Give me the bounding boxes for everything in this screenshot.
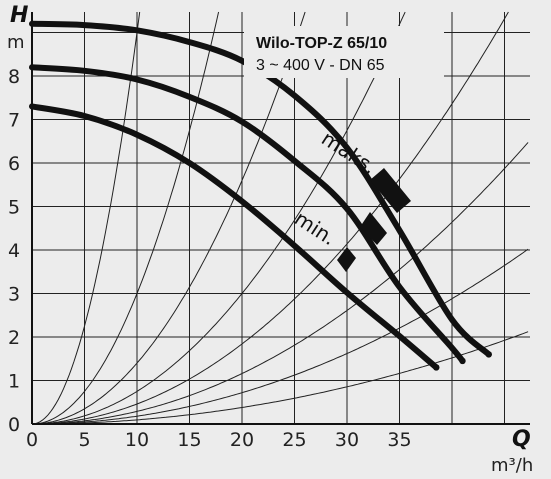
marker-max bbox=[370, 168, 411, 213]
series-end-point-0 bbox=[485, 351, 492, 358]
system-curve bbox=[32, 248, 529, 425]
series-group bbox=[29, 20, 492, 371]
x-axis-unit: m³/h bbox=[491, 455, 533, 476]
y-tick-label: 4 bbox=[8, 240, 20, 262]
system-curve bbox=[32, 11, 509, 425]
rotation-markers bbox=[337, 168, 411, 272]
system-curve bbox=[31, 11, 220, 425]
y-axis-unit: m bbox=[7, 32, 25, 53]
system-curve bbox=[32, 11, 406, 425]
chart-subtitle: 3 ~ 400 V - DN 65 bbox=[256, 57, 385, 74]
series-line-0 bbox=[29, 20, 492, 358]
system-curve bbox=[32, 142, 529, 425]
title-box bbox=[244, 26, 444, 78]
x-tick-label: 20 bbox=[230, 429, 254, 451]
series-line-1 bbox=[29, 64, 466, 364]
x-axis-letter: Q bbox=[512, 427, 531, 452]
y-axis-letter: H bbox=[10, 3, 28, 28]
x-tick-label: 0 bbox=[26, 429, 38, 451]
chart-title: Wilo-TOP-Z 65/10 bbox=[256, 35, 387, 52]
x-tick-label: 35 bbox=[387, 429, 411, 451]
y-tick-label: 6 bbox=[8, 153, 20, 175]
system-curve bbox=[32, 331, 529, 425]
series-end-point-2 bbox=[433, 364, 440, 371]
marker-mid bbox=[360, 212, 387, 245]
grid bbox=[32, 12, 530, 424]
x-tick-label: 30 bbox=[335, 429, 359, 451]
y-tick-label: 0 bbox=[8, 414, 20, 436]
y-tick-label: 7 bbox=[8, 110, 20, 132]
system-curves bbox=[31, 11, 529, 425]
series-line-2 bbox=[29, 103, 440, 371]
y-tick-label: 3 bbox=[8, 284, 20, 306]
series-end-point-1 bbox=[459, 357, 466, 365]
y-tick-label: 5 bbox=[8, 197, 20, 219]
x-tick-label: 15 bbox=[177, 429, 201, 451]
y-tick-label: 1 bbox=[8, 371, 20, 393]
system-curve bbox=[31, 11, 141, 425]
x-tick-label: 5 bbox=[78, 429, 90, 451]
tick-labels: 0 5 10 15 20 25 30 35 0 1 2 3 4 5 6 7 8 bbox=[8, 66, 412, 451]
y-tick-label: 2 bbox=[8, 327, 20, 349]
x-tick-label: 25 bbox=[282, 429, 306, 451]
x-tick-label: 10 bbox=[125, 429, 149, 451]
axes bbox=[31, 12, 530, 425]
y-tick-label: 8 bbox=[8, 66, 20, 88]
marker-min bbox=[337, 247, 356, 272]
